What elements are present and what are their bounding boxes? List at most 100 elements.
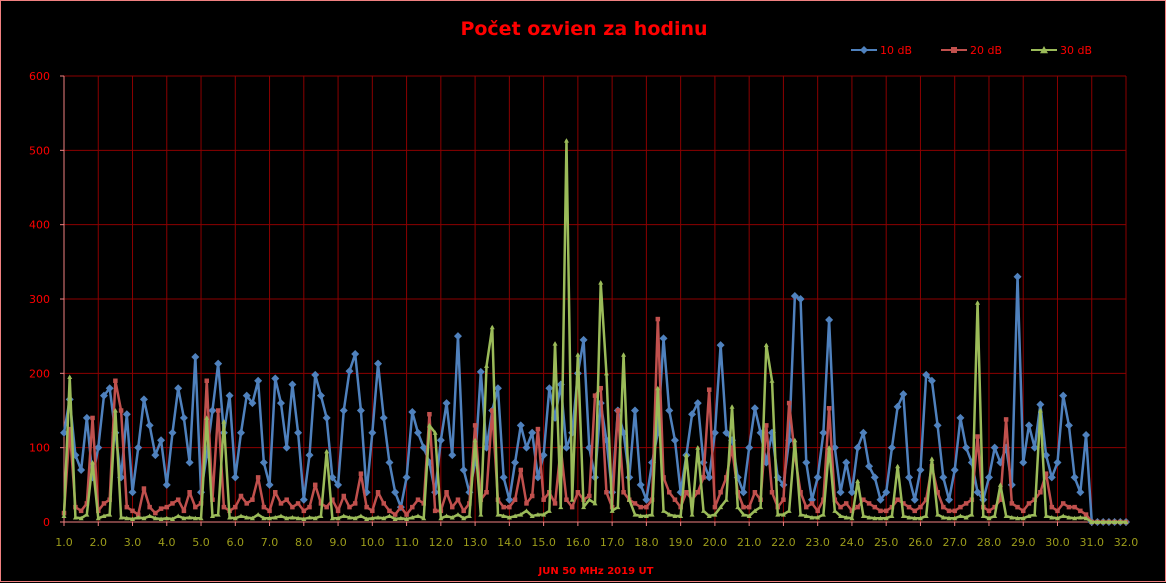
data-point (466, 513, 472, 519)
data-point (832, 508, 838, 513)
data-point (861, 497, 866, 502)
data-point (307, 515, 313, 520)
data-point (398, 504, 404, 510)
data-point (507, 504, 512, 510)
data-point (958, 504, 963, 510)
data-point (746, 513, 752, 519)
data-point (998, 497, 1003, 502)
data-point (729, 404, 735, 409)
legend-marker-triangle-icon (1040, 46, 1048, 54)
legend-item: 10 dB (851, 44, 912, 57)
x-tick-label: 19.0 (668, 536, 693, 549)
data-point (77, 465, 86, 474)
data-point (347, 504, 352, 510)
data-point (809, 515, 815, 520)
data-point (107, 512, 113, 517)
data-point (339, 406, 348, 415)
data-point (940, 515, 946, 520)
data-point (301, 516, 307, 522)
data-point (615, 408, 621, 413)
data-point (415, 497, 421, 502)
x-tick-label: 4.0 (158, 536, 176, 549)
data-point (459, 465, 468, 474)
data-point (432, 508, 438, 514)
data-point (636, 480, 645, 489)
data-point (809, 501, 815, 506)
data-point (815, 515, 821, 520)
data-point (945, 495, 954, 504)
data-point (802, 458, 811, 467)
data-point (819, 428, 828, 437)
data-point (666, 490, 672, 495)
data-point (329, 515, 335, 521)
data-point (94, 443, 103, 452)
data-point (826, 406, 832, 411)
data-point (659, 334, 668, 343)
data-point (427, 411, 432, 417)
data-point (558, 504, 564, 510)
data-point (735, 504, 741, 510)
data-point (901, 501, 906, 506)
data-point (288, 380, 297, 389)
data-point (883, 508, 889, 514)
data-point (1055, 515, 1061, 521)
data-point (615, 504, 621, 510)
data-point (621, 490, 626, 495)
data-point (746, 504, 752, 510)
data-point (581, 504, 587, 510)
data-point (781, 497, 786, 502)
data-point (935, 490, 940, 495)
data-point (710, 428, 719, 437)
data-point (244, 515, 250, 520)
data-point (204, 415, 210, 420)
data-point (307, 504, 312, 510)
data-point (334, 480, 343, 489)
data-point (1066, 504, 1072, 510)
data-point (522, 443, 531, 452)
data-point (489, 324, 495, 330)
data-point (1112, 519, 1118, 524)
data-point (130, 516, 136, 522)
data-point (261, 515, 267, 521)
data-point (426, 422, 432, 428)
data-point (164, 504, 170, 510)
x-tick-label: 29.0 (1011, 536, 1036, 549)
data-point (786, 508, 792, 513)
data-point (866, 501, 872, 506)
data-point (758, 504, 764, 510)
legend-marker-diamond-icon (860, 46, 868, 54)
data-point (912, 515, 918, 521)
data-point (518, 512, 524, 517)
data-point (99, 391, 108, 400)
data-point (135, 512, 141, 517)
data-point (113, 378, 118, 384)
chart-title: Počet ozvien za hodinu (460, 18, 707, 40)
data-point (666, 512, 672, 517)
data-point (476, 367, 485, 376)
data-point (61, 513, 67, 519)
data-point (545, 384, 554, 393)
data-point (345, 367, 354, 376)
data-point (843, 501, 849, 506)
data-point (295, 515, 301, 521)
data-point (193, 504, 198, 510)
data-point (381, 501, 386, 506)
data-point (1123, 519, 1129, 524)
data-point (368, 428, 377, 437)
data-point (1009, 501, 1015, 506)
data-point (1003, 417, 1009, 422)
data-point (876, 495, 885, 504)
data-point (739, 488, 748, 497)
data-point (495, 512, 501, 517)
x-tick-label: 22.0 (771, 536, 796, 549)
data-point (604, 490, 609, 495)
data-point (882, 488, 891, 497)
data-point (221, 504, 227, 510)
data-point (335, 515, 341, 521)
data-point (855, 478, 861, 484)
data-point (798, 490, 803, 495)
data-point (215, 408, 221, 413)
data-point (1020, 515, 1026, 521)
data-point (255, 512, 261, 517)
data-point (1049, 504, 1055, 510)
